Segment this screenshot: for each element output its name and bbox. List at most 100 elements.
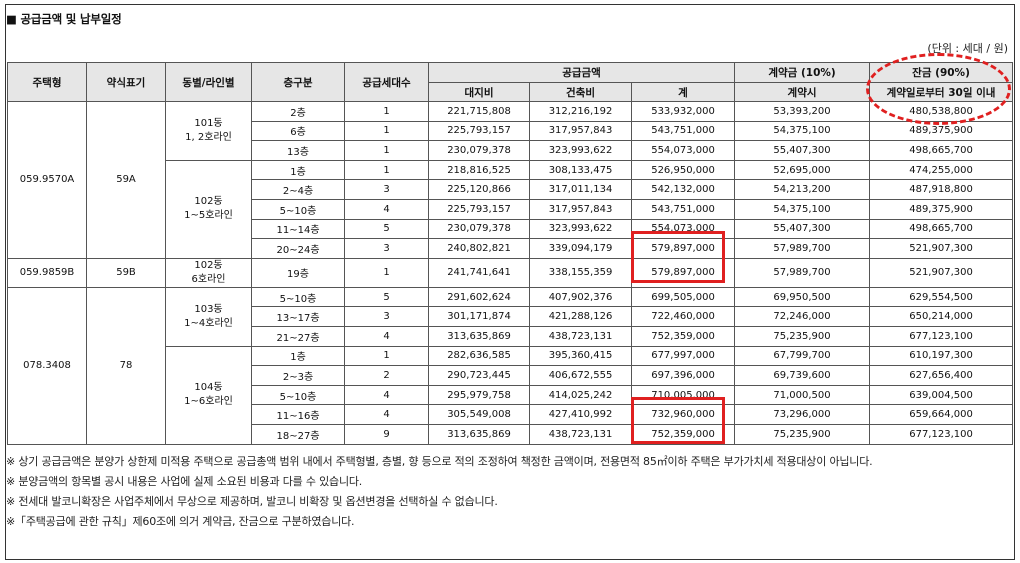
- cell-balance: 489,375,900: [869, 198, 1014, 220]
- cell-deposit: 54,375,100: [734, 120, 871, 142]
- cell-land: 225,120,866: [428, 179, 530, 200]
- cell-total: 722,460,000: [630, 306, 736, 327]
- section-title: ■ 공급금액 및 납부일정: [6, 12, 122, 26]
- cell-floor: 11~14층: [251, 218, 345, 240]
- header-land: 대지비: [428, 82, 530, 102]
- cell-floor: 6층: [251, 120, 345, 142]
- cell-building: 438,723,131: [529, 325, 632, 347]
- cell-deposit: 73,296,000: [734, 404, 871, 425]
- cell-balance: 650,214,000: [869, 306, 1014, 327]
- unit-note: (단위 : 세대 / 원): [927, 42, 1008, 55]
- cell-units: 1: [344, 140, 429, 161]
- cell-floor: 21~27층: [251, 325, 345, 347]
- cell-land: 313,635,869: [428, 423, 530, 445]
- cell-land: 305,549,008: [428, 404, 530, 425]
- cell-total: 677,997,000: [630, 345, 736, 367]
- cell-total: 697,396,000: [630, 365, 736, 386]
- cell-floor: 2~3층: [251, 365, 345, 386]
- cell-building: 338,155,359: [529, 257, 632, 288]
- cell-floor: 19층: [251, 257, 345, 288]
- table-row: 18~27층 9 313,635,869 438,723,131 752,359,000…: [8, 423, 1014, 445]
- cell-units: 5: [344, 286, 429, 308]
- cell-deposit: 67,799,700: [734, 345, 871, 367]
- cell-building: 308,133,475: [529, 159, 632, 181]
- cell-units: 1: [344, 345, 429, 367]
- cell-total: 543,751,000: [630, 120, 736, 142]
- cell-type: 078.3408: [7, 286, 87, 445]
- header-units: 공급세대수: [344, 62, 429, 102]
- cell-building: 414,025,242: [529, 384, 632, 406]
- cell-building: 317,011,134: [529, 179, 632, 200]
- cell-land: 295,979,758: [428, 384, 530, 406]
- cell-deposit: 55,407,300: [734, 140, 871, 161]
- cell-deposit: 72,246,000: [734, 306, 871, 327]
- table-row: 5~10층 4 225,793,157 317,957,843 543,751,000 5…: [8, 198, 1014, 220]
- cell-units: 4: [344, 325, 429, 347]
- header-abbr: 약식표기: [86, 62, 166, 102]
- header-floor: 층구분: [251, 62, 345, 102]
- table-row: 059.9859B 59B 102동 6호라인 19층 1 241,741,641 338,…: [7, 257, 1014, 288]
- highlight-oval-balance: [866, 53, 1011, 125]
- cell-building: 406,672,555: [529, 365, 632, 386]
- cell-total: 752,359,000: [630, 325, 736, 347]
- table-body: 059.9570A 59A 101동 1, 2호라인 2층 1 221,715,808 31…: [7, 101, 1014, 445]
- cell-building-line: 101동 1, 2호라인: [165, 101, 252, 161]
- cell-land: 291,602,624: [428, 286, 530, 308]
- cell-balance: 498,665,700: [869, 140, 1014, 161]
- cell-total: 533,932,000: [630, 101, 736, 122]
- cell-building-line: 104동 1~6호라인: [165, 345, 252, 445]
- header-deposit-timing: 계약시: [734, 82, 871, 102]
- cell-building-line: 103동 1~4호라인: [165, 286, 252, 347]
- cell-building-line: 102동 6호라인: [165, 257, 252, 288]
- cell-building: 438,723,131: [529, 423, 632, 445]
- cell-floor: 18~27층: [251, 423, 345, 445]
- cell-balance: 610,197,300: [869, 345, 1014, 367]
- cell-balance: 639,004,500: [869, 384, 1014, 406]
- cell-balance: 498,665,700: [869, 218, 1014, 240]
- cell-units: 1: [344, 159, 429, 181]
- cell-deposit: 57,989,700: [734, 257, 871, 288]
- cell-balance: 521,907,300: [869, 257, 1014, 288]
- cell-balance: 677,123,100: [869, 423, 1014, 445]
- cell-building: 427,410,992: [529, 404, 632, 425]
- cell-land: 225,793,157: [428, 198, 530, 220]
- cell-land: 241,741,641: [428, 257, 530, 288]
- table-row: 11~16층 4 305,549,008 427,410,992 732,960,000…: [8, 404, 1014, 425]
- cell-balance: 677,123,100: [869, 325, 1014, 347]
- header-building-line: 동별/라인별: [165, 62, 252, 102]
- table-row: 059.9570A 59A 101동 1, 2호라인 2층 1 221,715,808 31…: [7, 101, 1014, 259]
- table-row: 2~3층 2 290,723,445 406,672,555 697,396,000 69…: [8, 365, 1014, 386]
- header-building: 건축비: [529, 82, 632, 102]
- cell-deposit: 69,739,600: [734, 365, 871, 386]
- cell-land: 225,793,157: [428, 120, 530, 142]
- cell-floor: 2층: [251, 101, 345, 122]
- cell-floor: 13층: [251, 140, 345, 161]
- cell-units: 9: [344, 423, 429, 445]
- header-supply-amount: 공급금액: [427, 62, 736, 83]
- cell-deposit: 55,407,300: [734, 218, 871, 240]
- cell-total: 699,505,000: [630, 286, 736, 308]
- table-row: 20~24층 3 240,802,821 339,094,179 579,897,000…: [8, 238, 1014, 259]
- cell-units: 5: [344, 218, 429, 240]
- cell-units: 4: [344, 198, 429, 220]
- table-row: 21~27층 4 313,635,869 438,723,131 752,359,000…: [8, 325, 1014, 347]
- document-frame: [5, 4, 1015, 560]
- highlight-box-579897000: [631, 231, 725, 283]
- cell-floor: 5~10층: [251, 198, 345, 220]
- cell-type: 059.9570A: [7, 101, 87, 259]
- cell-land: 240,802,821: [428, 238, 530, 259]
- cell-floor: 13~17층: [251, 306, 345, 327]
- cell-land: 282,636,585: [428, 345, 530, 367]
- cell-land: 230,079,378: [428, 140, 530, 161]
- cell-deposit: 52,695,000: [734, 159, 871, 181]
- cell-type: 059.9859B: [7, 257, 87, 288]
- cell-deposit: 75,235,900: [734, 423, 871, 445]
- table-row: 6층 1 225,793,157 317,957,843 543,751,000 54,3…: [8, 120, 1014, 142]
- cell-abbr: 78: [86, 286, 166, 445]
- cell-building: 323,993,622: [529, 140, 632, 161]
- cell-building: 317,957,843: [529, 198, 632, 220]
- cell-deposit: 53,393,200: [734, 101, 871, 122]
- header-type: 주택형: [7, 62, 87, 102]
- cell-balance: 627,656,400: [869, 365, 1014, 386]
- cell-floor: 11~16층: [251, 404, 345, 425]
